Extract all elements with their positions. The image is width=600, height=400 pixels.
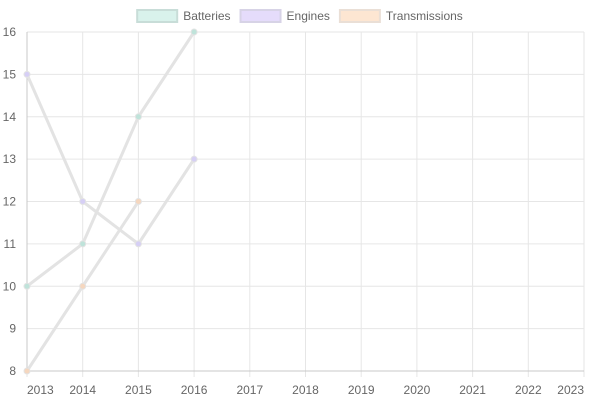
y-tick-label: 16 bbox=[3, 25, 17, 39]
y-tick-label: 9 bbox=[9, 322, 16, 336]
series-line-batteries bbox=[25, 30, 196, 288]
axis-layer: 8 9 10 11 12 13 14 15 16 2013 2014 2015 2016 2017 2018… bbox=[3, 25, 585, 397]
data-point-batteries[interactable] bbox=[79, 240, 87, 248]
legend: Batteries Engines Transmissions bbox=[136, 9, 463, 23]
x-tick-label: 2022 bbox=[515, 383, 542, 397]
x-tick-label: 2015 bbox=[125, 383, 152, 397]
data-point-batteries[interactable] bbox=[190, 28, 198, 36]
y-tick-label: 11 bbox=[4, 237, 17, 251]
x-tick-label: 2020 bbox=[404, 383, 431, 397]
x-tick-label: 2018 bbox=[292, 383, 319, 397]
y-tick-label: 13 bbox=[3, 152, 17, 166]
data-point-transmissions[interactable] bbox=[134, 198, 142, 205]
y-tick-label: 10 bbox=[3, 279, 17, 293]
x-tick-label: 2014 bbox=[69, 383, 96, 397]
y-tick-label: 8 bbox=[9, 364, 16, 378]
x-tick-label: 2023 bbox=[557, 383, 584, 397]
x-tick-label: 2021 bbox=[459, 383, 486, 397]
legend-swatch-engines[interactable] bbox=[239, 9, 282, 23]
data-point-batteries[interactable] bbox=[23, 282, 31, 290]
legend-swatch-transmissions[interactable] bbox=[338, 9, 381, 23]
x-tick-label: 2013 bbox=[27, 383, 54, 397]
legend-label-engines[interactable]: Engines bbox=[287, 9, 330, 23]
legend-label-batteries[interactable]: Batteries bbox=[183, 9, 230, 23]
legend-label-transmissions[interactable]: Transmissions bbox=[386, 9, 463, 23]
data-point-batteries[interactable] bbox=[134, 113, 142, 121]
point-layer bbox=[23, 28, 198, 375]
y-tick-label: 15 bbox=[3, 67, 17, 81]
x-tick-label: 2019 bbox=[348, 383, 375, 397]
y-tick-label: 14 bbox=[3, 110, 17, 124]
y-tick-label: 12 bbox=[3, 195, 17, 209]
data-point-engines[interactable] bbox=[79, 198, 87, 205]
grid-layer bbox=[26, 31, 585, 377]
data-point-engines[interactable] bbox=[23, 70, 31, 78]
legend-swatch-batteries[interactable] bbox=[136, 9, 179, 23]
data-point-engines[interactable] bbox=[190, 155, 198, 163]
x-tick-label: 2017 bbox=[236, 383, 263, 397]
data-point-transmissions[interactable] bbox=[79, 282, 87, 290]
data-point-engines[interactable] bbox=[134, 240, 142, 248]
series-line-engines bbox=[25, 72, 196, 246]
x-tick-label: 2016 bbox=[181, 383, 208, 397]
data-point-transmissions[interactable] bbox=[23, 367, 31, 375]
